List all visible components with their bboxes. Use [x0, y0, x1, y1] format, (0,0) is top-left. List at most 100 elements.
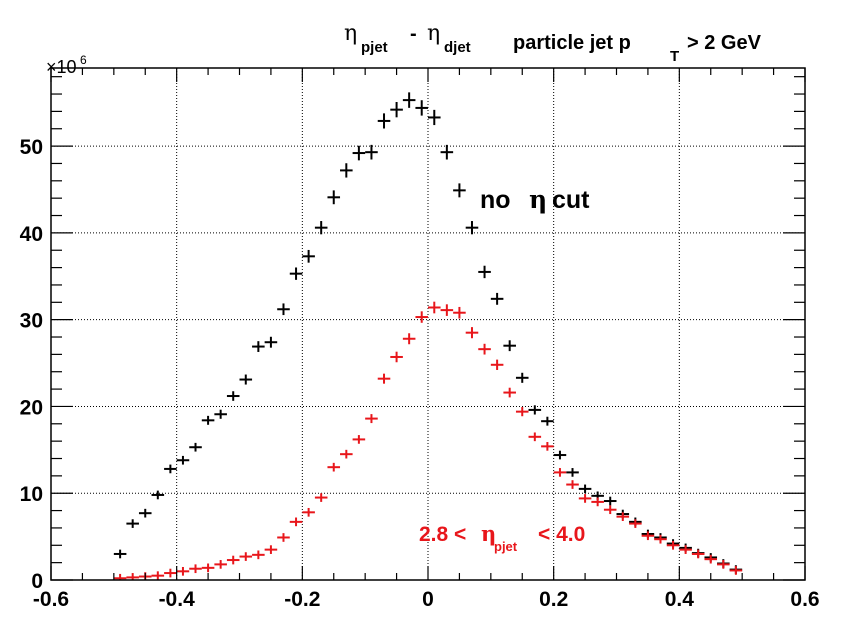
data-point [528, 405, 542, 415]
data-point [302, 507, 315, 517]
title-sub-t: T [670, 48, 679, 65]
title-text-1: particle jet p [513, 32, 631, 54]
data-point [666, 540, 680, 550]
data-point [252, 341, 265, 352]
data-point [515, 407, 529, 417]
data-point [264, 336, 278, 348]
data-point [151, 490, 165, 500]
data-point [302, 249, 315, 263]
data-point [377, 113, 391, 129]
axes [50, 67, 806, 581]
title-sub-djet: djet [444, 39, 471, 56]
data-point [126, 519, 139, 528]
y-tick-label: 50 [20, 136, 43, 159]
data-point [214, 409, 227, 419]
data-point [717, 560, 730, 569]
annotation-no-eta-cut: no η cut [480, 185, 590, 214]
title-eta-1: η [344, 21, 357, 46]
data-point [176, 566, 190, 576]
data-point [226, 555, 240, 565]
data-point [201, 563, 215, 573]
annotation-cut: cut [552, 186, 590, 214]
data-point [691, 549, 705, 559]
data-point [365, 414, 378, 424]
data-point [239, 552, 253, 561]
annotation-range-sub: pjet [494, 539, 518, 554]
data-point [729, 566, 743, 575]
data-point [314, 493, 328, 502]
annotation-range-high: < 4.0 [538, 523, 585, 546]
y-tick-label: 20 [20, 396, 43, 419]
data-point [541, 416, 554, 426]
data-point [616, 512, 630, 521]
annotation-range-low: 2.8 < [419, 523, 466, 546]
data-point [201, 415, 215, 425]
data-point [440, 304, 454, 316]
data-point [390, 101, 403, 118]
data-point [352, 145, 366, 161]
series-0 [113, 92, 743, 574]
data-point [415, 311, 428, 323]
data-point [352, 435, 366, 444]
data-point [289, 517, 303, 527]
annotation-range-eta: η [481, 521, 496, 546]
y-multiplier-base: ×10 [46, 57, 77, 77]
data-point [641, 531, 655, 541]
data-point [189, 442, 202, 452]
x-tick-label: 0.6 [790, 588, 819, 611]
series-layer [113, 92, 743, 580]
data-point [214, 560, 227, 569]
y-tick-label: 10 [20, 483, 43, 506]
data-point [340, 163, 353, 178]
data-point [402, 333, 416, 345]
data-point [151, 571, 165, 580]
title-sub-pjet: pjet [361, 39, 388, 56]
data-point [264, 545, 278, 554]
y-tick-label: 30 [20, 310, 43, 333]
data-point [428, 301, 441, 314]
data-point [453, 183, 466, 198]
x-tick-label: 0.2 [539, 588, 568, 611]
data-point [113, 573, 127, 580]
y-tick-label: 40 [20, 223, 43, 246]
data-point [515, 372, 529, 383]
series-1 [113, 301, 743, 580]
chart-title: η pjet - η djet particle jet p T > 2 GeV [344, 21, 762, 65]
data-point [415, 100, 428, 116]
data-point [277, 303, 290, 316]
data-point [566, 480, 579, 489]
data-point [289, 267, 303, 280]
data-point [189, 564, 202, 574]
data-point [365, 144, 378, 160]
data-point [327, 190, 341, 205]
data-point [314, 221, 328, 235]
tick-labels: -0.6 -0.4 -0.2 0 0.2 0.4 0.6 0 10 20 30 40 50 [20, 136, 820, 611]
data-point [566, 468, 579, 477]
data-point [164, 464, 177, 474]
data-point [340, 449, 353, 459]
data-point [164, 568, 177, 578]
data-point [478, 265, 491, 279]
y-multiplier-exponent: 6 [80, 53, 87, 67]
data-point [428, 109, 441, 126]
data-point [402, 92, 416, 108]
data-point [252, 550, 265, 560]
data-point [503, 340, 516, 352]
data-point [478, 343, 491, 355]
data-point [603, 496, 617, 506]
x-tick-label: -0.6 [33, 588, 69, 611]
annotation-eta-range: 2.8 < η pjet < 4.0 [419, 521, 585, 554]
y-tick-label: 0 [31, 570, 43, 593]
annotation-eta: η [529, 185, 547, 214]
data-point [603, 505, 617, 515]
data-point [176, 455, 190, 465]
x-tick-label: -0.2 [284, 588, 320, 611]
data-point [578, 494, 592, 503]
data-point [553, 450, 567, 460]
title-eta-2: η [427, 21, 440, 46]
data-point [490, 359, 504, 370]
data-point [327, 462, 341, 472]
data-point [390, 351, 403, 363]
x-tick-label: 0 [422, 588, 434, 611]
